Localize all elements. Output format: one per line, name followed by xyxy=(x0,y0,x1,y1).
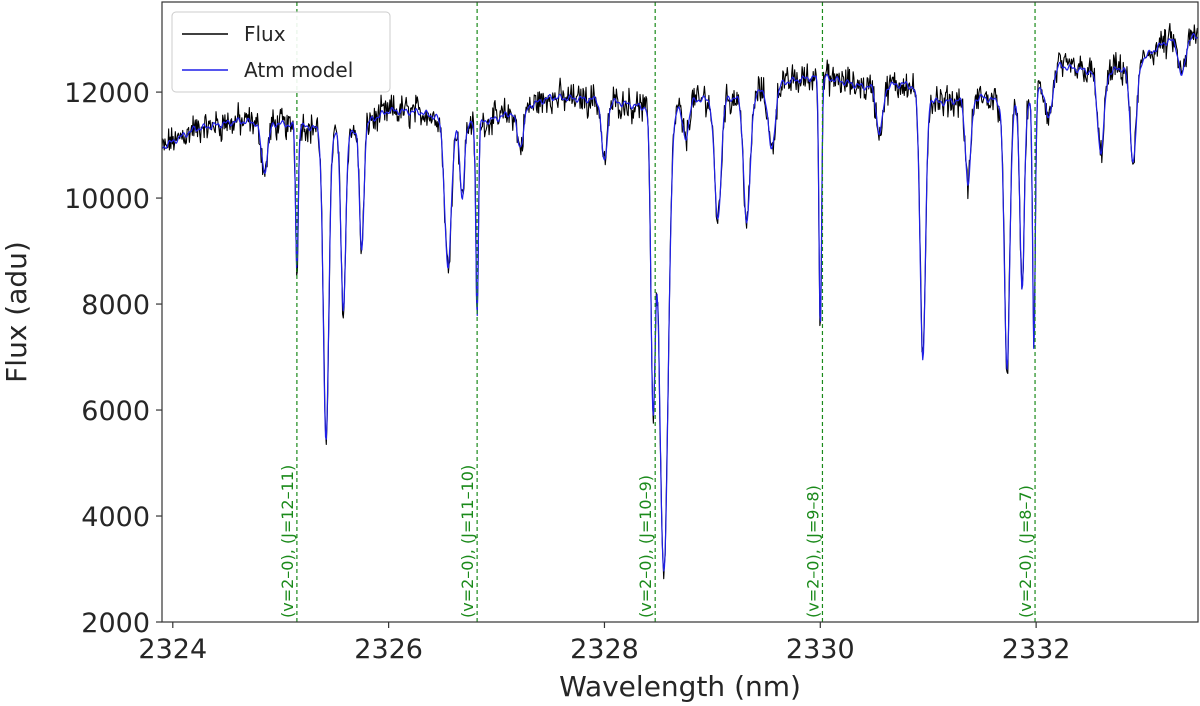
y-axis-title: Flux (adu) xyxy=(0,241,33,383)
legend-box xyxy=(171,11,391,93)
y-tick-label: 4000 xyxy=(81,502,150,533)
series-layer xyxy=(161,22,1199,580)
reference-line-label: (v=2–0), (J=12–11) xyxy=(278,465,297,618)
x-tick-label: 2324 xyxy=(138,634,207,665)
reference-line-label: (v=2–0), (J=8–7) xyxy=(1016,485,1035,618)
x-tick-label: 2328 xyxy=(570,634,639,665)
reference-line-label: (v=2–0), (J=11–10) xyxy=(458,465,477,618)
reference-line-label: (v=2–0), (J=9–8) xyxy=(803,485,822,618)
x-tick-label: 2332 xyxy=(1002,634,1071,665)
legend-label-atm-model: Atm model xyxy=(244,58,353,82)
reference-line-label: (v=2–0), (J=10–9) xyxy=(636,475,655,618)
legend-label-flux: Flux xyxy=(244,22,286,46)
y-tick-label: 2000 xyxy=(81,608,150,639)
y-tick-label: 6000 xyxy=(81,396,150,427)
x-axis-title: Wavelength (nm) xyxy=(559,670,801,703)
y-axis-ticks: 2000 4000 6000 8000 10000 12000 xyxy=(64,78,162,639)
x-tick-label: 2330 xyxy=(786,634,855,665)
plot-frame xyxy=(161,1,1199,623)
y-tick-label: 12000 xyxy=(64,78,150,109)
legend: Flux Atm model xyxy=(171,11,391,93)
reference-lines: (v=2–0), (J=12–11) (v=2–0), (J=11–10) (v=2… xyxy=(278,2,1036,622)
x-tick-label: 2326 xyxy=(354,634,423,665)
y-tick-label: 10000 xyxy=(64,184,150,215)
series-line-atm-model xyxy=(161,32,1199,572)
y-tick-label: 8000 xyxy=(81,290,150,321)
x-axis-ticks: 2324 2326 2328 2330 2332 xyxy=(138,622,1070,665)
